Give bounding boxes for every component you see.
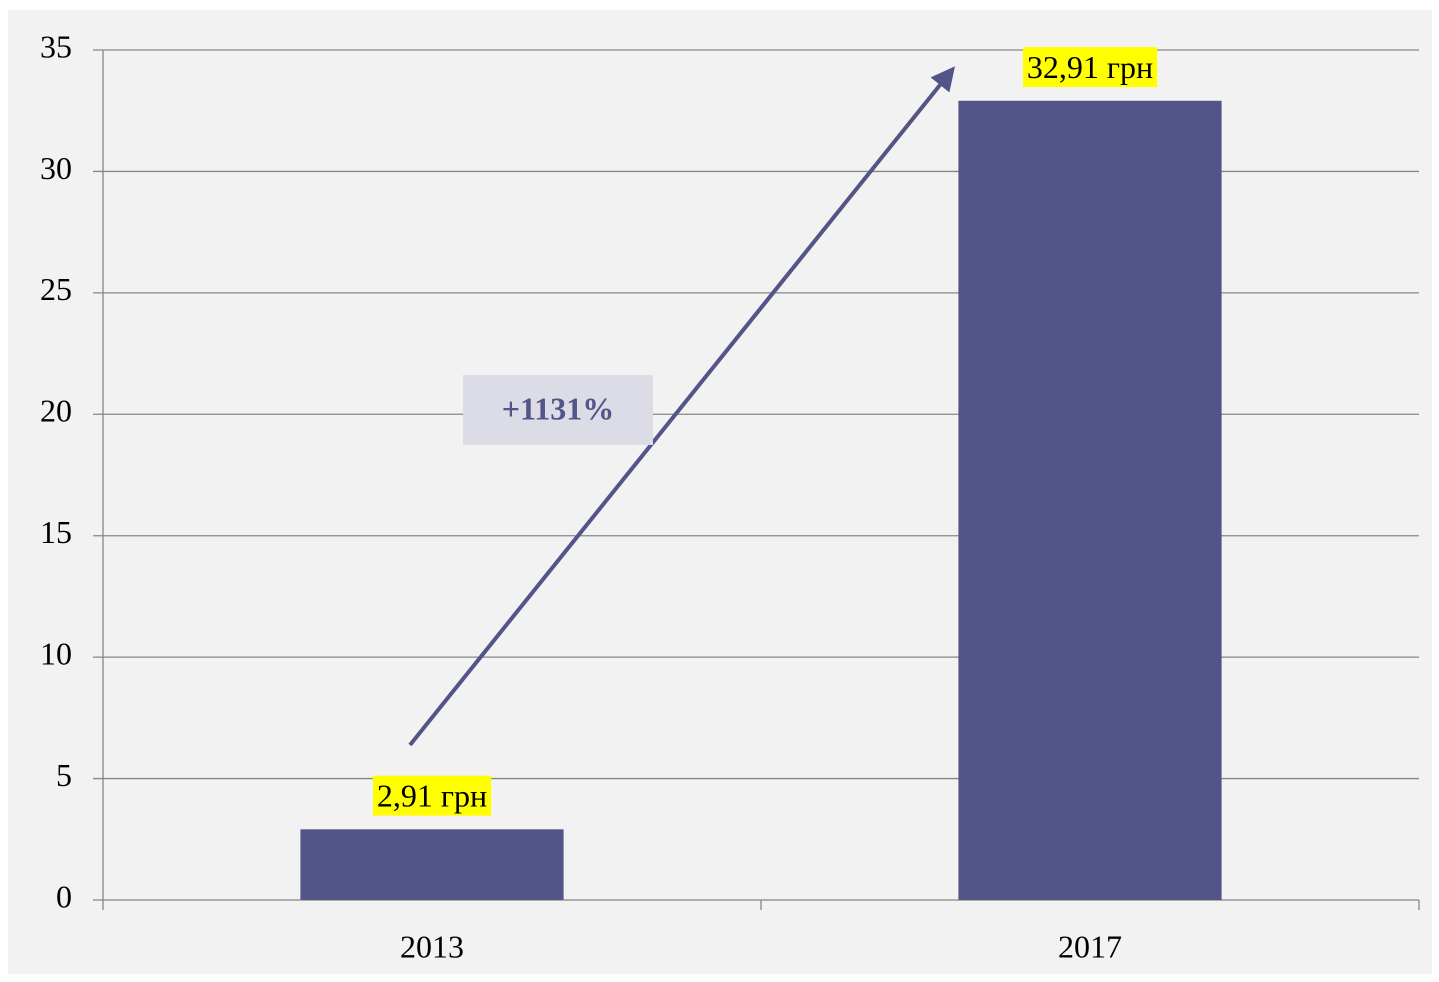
y-tick-label: 0 — [56, 878, 72, 914]
y-tick-label: 5 — [56, 757, 72, 793]
value-label-highlight — [372, 775, 492, 816]
y-tick-label: 30 — [40, 150, 72, 186]
x-tick-label: 2013 — [400, 928, 464, 964]
bar — [300, 829, 564, 900]
y-tick-label: 15 — [40, 514, 72, 550]
annotation: +1131% — [502, 390, 614, 426]
bar — [958, 100, 1222, 900]
y-tick-label: 25 — [40, 271, 72, 307]
x-tick-label: 2017 — [1058, 928, 1122, 964]
growth-arrow — [408, 66, 956, 747]
y-tick-label: 10 — [40, 635, 72, 671]
value-label: 2,91 грн — [377, 778, 487, 814]
y-tick-label: 35 — [40, 28, 72, 64]
y-tick-label: 20 — [40, 393, 72, 429]
bars: 2,91 грн 32,91 грн — [300, 47, 1222, 900]
annotation-box — [463, 375, 653, 445]
value-label: 32,91 грн — [1027, 49, 1153, 85]
value-label-highlight — [1022, 47, 1158, 88]
